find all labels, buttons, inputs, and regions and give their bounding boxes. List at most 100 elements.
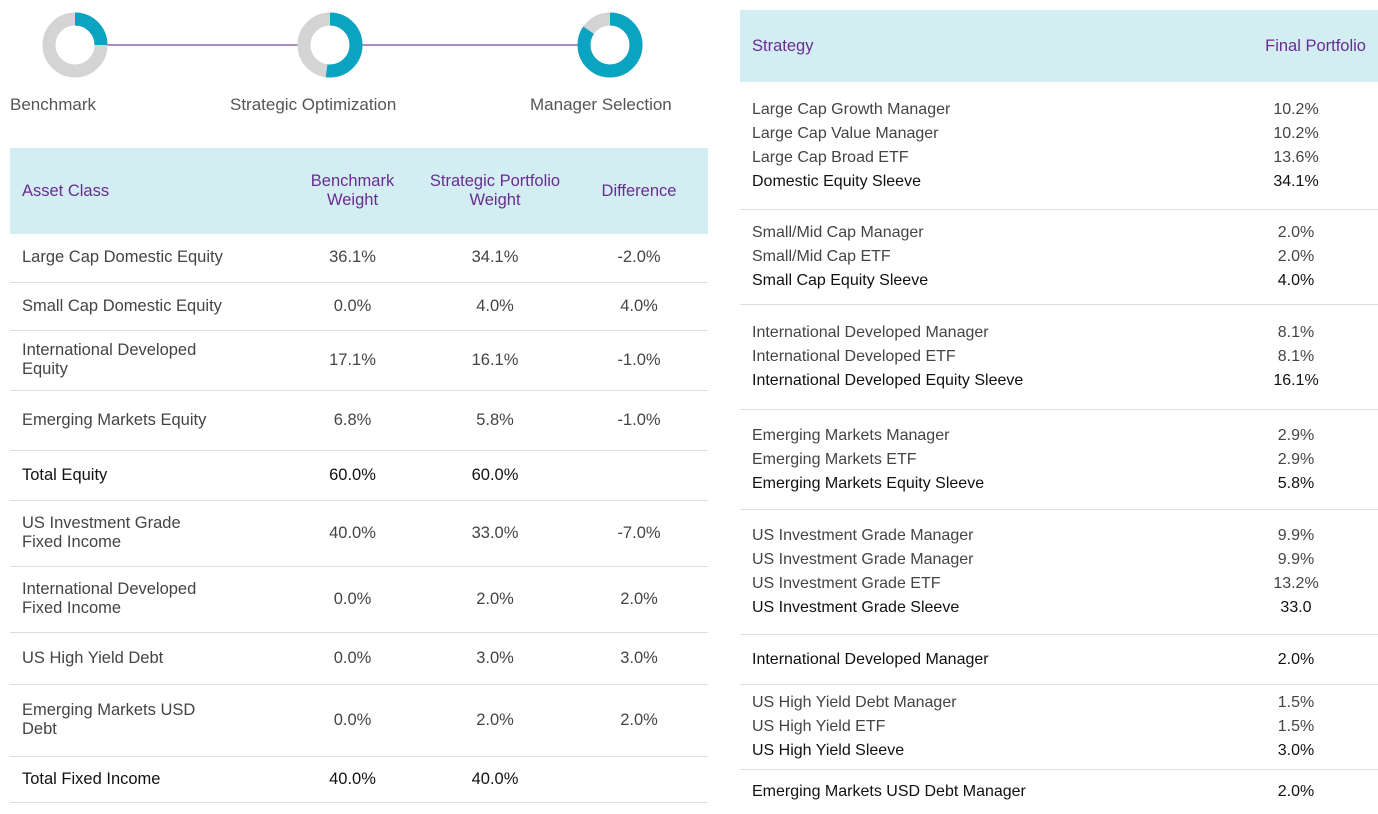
final-weight: 13.6% (1273, 148, 1319, 166)
table-row: US Investment Grade Manager 9.9% (752, 524, 1366, 548)
strategy-table: Strategy Final Portfolio Large Cap Growt… (740, 10, 1378, 814)
table-cell: International Developed Equity (10, 330, 285, 391)
strategy-name: Emerging Markets Manager (752, 426, 950, 444)
final-weight: 1.5% (1277, 718, 1315, 735)
table-cell: US Investment Grade Fixed Income (10, 500, 285, 567)
strategy-name: Emerging Markets USD Debt Manager (752, 783, 1026, 800)
strategy-name: Large Cap Growth Manager (752, 100, 951, 118)
table-cell: Emerging Markets USD Debt (10, 684, 285, 757)
table-row: International Developed Equity Sleeve 16.… (752, 369, 1366, 393)
table-cell: 2.0% (420, 566, 570, 633)
row-group: US High Yield Debt Manager 1.5% US High Yi… (740, 685, 1378, 770)
table-cell: 3.0% (420, 632, 570, 685)
table-cell: -1.0% (570, 390, 708, 451)
table-row: US Investment Grade ETF 13.2% (752, 572, 1366, 596)
table-cell: 3.0% (570, 632, 708, 685)
final-weight: 4.0% (1277, 272, 1315, 289)
table-row: Small Cap Domestic Equity 0.0% 4.0% 4.0% (10, 282, 708, 331)
strategy-name: US Investment Grade ETF (752, 575, 941, 592)
table-cell: Emerging Markets Equity (10, 390, 285, 451)
strategy-name: US Investment Grade Manager (752, 527, 974, 544)
table-cell: Small Cap Domestic Equity (10, 282, 285, 331)
final-weight: 9.9% (1277, 551, 1315, 568)
final-weight: 2.0% (1277, 783, 1315, 800)
table-cell: 2.0% (570, 566, 708, 633)
step-label: Manager Selection (530, 95, 672, 114)
header-cell: Asset Class (10, 148, 285, 234)
final-weight: 5.8% (1277, 474, 1315, 492)
progress-steps (42, 12, 643, 78)
table-cell: 6.8% (285, 390, 420, 451)
table-row: International Developed Manager 8.1% (752, 321, 1366, 345)
table-row: US Investment Grade Manager 9.9% (752, 548, 1366, 572)
header-cell: Benchmark Weight (285, 148, 420, 234)
table-row: International Developed Manager 2.0% (752, 648, 1366, 672)
final-weight: 13.2% (1273, 575, 1319, 592)
row-group: US Investment Grade Manager 9.9% US Invest… (740, 510, 1378, 635)
table-row: US High Yield Debt Manager 1.5% (752, 691, 1366, 715)
table-row: Large Cap Growth Manager 10.2% (752, 98, 1366, 122)
strategy-name: Emerging Markets Equity Sleeve (752, 474, 985, 492)
table-row: Emerging Markets Equity 6.8% 5.8% -1.0% (10, 390, 708, 451)
table-cell: 4.0% (570, 282, 708, 331)
strategy-name: Large Cap Broad ETF (752, 148, 909, 166)
table-row: US High Yield ETF 1.5% (752, 715, 1366, 739)
table-row: Large Cap Broad ETF 13.6% (752, 146, 1366, 170)
final-weight: 2.0% (1277, 650, 1315, 668)
table-cell: 4.0% (420, 282, 570, 331)
table-cell (570, 450, 708, 501)
header-cell: Strategy (752, 36, 814, 55)
strategy-name: International Developed ETF (752, 348, 956, 365)
final-weight: 2.0% (1277, 248, 1315, 265)
table-cell: 33.0% (420, 500, 570, 567)
strategy-name: Domestic Equity Sleeve (752, 172, 921, 190)
table-cell: 0.0% (285, 684, 420, 757)
table-row: Domestic Equity Sleeve 34.1% (752, 170, 1366, 194)
final-weight: 2.0% (1277, 224, 1315, 241)
table-cell: 60.0% (420, 450, 570, 501)
header-cell: Final Portfolio (1265, 36, 1366, 55)
table-cell: 0.0% (285, 282, 420, 331)
table-row: International Developed Equity 17.1% 16.1%… (10, 330, 708, 391)
table-row: Emerging Markets USD Debt Manager 2.0% (752, 780, 1366, 804)
table-cell: 5.8% (420, 390, 570, 451)
table-cell: US High Yield Debt (10, 632, 285, 685)
header-row: Asset Class Benchmark Weight Strategic Por… (10, 148, 708, 234)
strategy-name: US High Yield ETF (752, 718, 886, 735)
step-icon (297, 12, 363, 78)
table-cell: -7.0% (570, 500, 708, 567)
table-cell: 0.0% (285, 632, 420, 685)
strategy-name: US Investment Grade Sleeve (752, 599, 960, 616)
strategy-name: US Investment Grade Manager (752, 551, 974, 568)
row-group: International Developed Manager 8.1% Inter… (740, 305, 1378, 410)
final-weight: 10.2% (1273, 100, 1319, 118)
final-weight: 2.9% (1277, 426, 1315, 444)
table-row: Large Cap Domestic Equity 36.1% 34.1% -2.0% (10, 234, 708, 283)
table-row: Large Cap Value Manager 10.2% (752, 122, 1366, 146)
table-cell: 40.0% (420, 756, 570, 803)
row-group: Emerging Markets Manager 2.9% Emerging Mar… (740, 410, 1378, 510)
table-row: US Investment Grade Fixed Income 40.0% 33.… (10, 500, 708, 567)
strategy-name: International Developed Equity Sleeve (752, 372, 1024, 389)
table-row: Small Cap Equity Sleeve 4.0% (752, 269, 1366, 293)
strategy-name: Small/Mid Cap ETF (752, 248, 891, 265)
final-weight: 34.1% (1273, 172, 1319, 190)
table-cell: -1.0% (570, 330, 708, 391)
table-row: US Investment Grade Sleeve 33.0 (752, 596, 1366, 620)
final-weight: 8.1% (1277, 324, 1315, 341)
final-weight: 1.5% (1277, 694, 1315, 711)
table-row: Total Fixed Income 40.0% 40.0% (10, 756, 708, 803)
final-weight: 10.2% (1273, 124, 1319, 142)
strategy-name: Small Cap Equity Sleeve (752, 272, 929, 289)
table-cell: Large Cap Domestic Equity (10, 234, 285, 283)
table-cell: 17.1% (285, 330, 420, 391)
strategy-name: Emerging Markets ETF (752, 450, 917, 468)
table-row: International Developed ETF 8.1% (752, 345, 1366, 369)
table-cell: 40.0% (285, 756, 420, 803)
table-row: Emerging Markets Manager 2.9% (752, 424, 1366, 448)
step-icon (577, 12, 643, 78)
table-cell: Total Fixed Income (10, 756, 285, 803)
strategy-name: Large Cap Value Manager (752, 124, 939, 142)
final-weight: 9.9% (1277, 527, 1315, 544)
